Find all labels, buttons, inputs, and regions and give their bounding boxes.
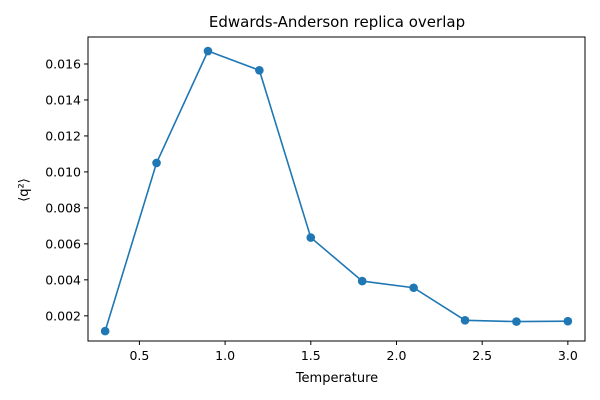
data-point [306, 233, 316, 242]
y-tick-label: 0.016 [45, 56, 81, 71]
y-tick-label: 0.014 [45, 92, 81, 107]
data-point [460, 316, 470, 325]
y-tick-label: 0.010 [45, 164, 81, 179]
plot-area: 0.5 1.0 1.5 2.0 2.5 3.0 0.002 0.004 0.006 0.008 0.… [45, 36, 586, 363]
x-tick-label: 1.5 [301, 348, 321, 363]
y-axis-label: ⟨q²⟩ [17, 178, 32, 202]
y-tick-label: 0.012 [45, 128, 81, 143]
data-point [563, 316, 573, 326]
x-tick-label: 3.0 [558, 348, 578, 363]
y-tick-label: 0.008 [45, 200, 81, 215]
data-point [409, 283, 418, 293]
data-point [100, 326, 110, 336]
data-point [512, 317, 521, 326]
x-tick-label: 0.5 [129, 348, 149, 363]
y-tick-label: 0.002 [45, 308, 81, 323]
x-tick-label: 2.0 [387, 348, 407, 363]
data-point [152, 158, 161, 168]
y-tick-label: 0.004 [45, 272, 81, 287]
series-line [104, 50, 568, 332]
plot-frame [87, 36, 586, 342]
x-tick-label: 2.5 [472, 348, 492, 363]
data-point [357, 276, 367, 286]
chart-title: Edwards-Anderson replica overlap [209, 13, 465, 31]
data-point [255, 65, 264, 75]
x-tick-label: 1.0 [215, 348, 235, 363]
y-tick-label: 0.006 [45, 236, 81, 251]
x-axis-label: Temperature [295, 371, 378, 386]
data-point [203, 46, 213, 56]
